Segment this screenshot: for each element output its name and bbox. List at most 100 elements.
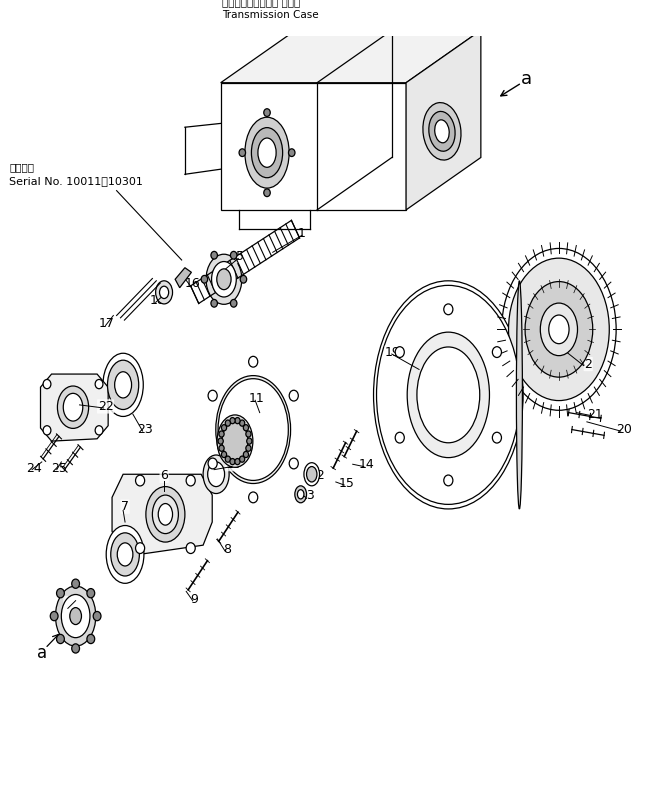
Polygon shape [220,30,481,83]
Ellipse shape [218,379,289,480]
Circle shape [136,543,144,553]
Text: a: a [37,644,47,662]
Ellipse shape [111,533,139,576]
Circle shape [249,492,258,503]
Text: 7: 7 [121,500,129,513]
Circle shape [87,589,94,598]
Circle shape [247,438,252,444]
Ellipse shape [103,353,143,416]
Text: 16: 16 [185,277,201,290]
Circle shape [443,304,453,315]
Ellipse shape [295,486,306,503]
Circle shape [235,417,240,424]
Circle shape [95,379,103,389]
Ellipse shape [423,103,461,160]
Ellipse shape [70,608,81,625]
Circle shape [222,424,226,431]
Ellipse shape [373,281,523,509]
Circle shape [219,431,224,437]
Circle shape [186,475,195,486]
Text: 19: 19 [385,346,401,359]
Circle shape [289,390,298,401]
Circle shape [51,612,58,620]
Text: 21: 21 [587,407,603,420]
Ellipse shape [297,490,304,499]
Text: トランスミッション ケース: トランスミッション ケース [222,0,300,7]
Ellipse shape [208,462,224,487]
Ellipse shape [206,254,242,305]
Ellipse shape [407,332,489,458]
Ellipse shape [258,138,276,168]
Circle shape [230,300,237,307]
Circle shape [246,431,251,437]
Circle shape [235,458,240,465]
Circle shape [230,458,235,465]
Text: 12: 12 [310,469,325,482]
Circle shape [395,347,404,357]
Text: 適用号機: 適用号機 [9,163,34,173]
Text: 4: 4 [64,596,72,609]
Ellipse shape [304,463,319,486]
Ellipse shape [56,586,96,646]
Ellipse shape [541,303,577,356]
Text: 3: 3 [545,323,553,336]
Text: 14: 14 [359,458,375,471]
Circle shape [218,438,223,444]
Ellipse shape [216,376,291,484]
Circle shape [493,433,501,443]
Ellipse shape [502,249,616,411]
Ellipse shape [203,455,229,493]
Ellipse shape [146,487,185,542]
Ellipse shape [108,360,138,410]
Circle shape [87,634,94,644]
Ellipse shape [245,117,289,188]
Text: 5: 5 [236,249,244,262]
Text: 6: 6 [160,469,168,482]
Text: Serial No. 10011～10301: Serial No. 10011～10301 [9,176,143,185]
Ellipse shape [435,120,449,143]
Text: 1: 1 [298,227,306,240]
Polygon shape [41,374,108,441]
Ellipse shape [63,394,83,421]
Circle shape [249,356,258,367]
Ellipse shape [251,128,283,177]
Circle shape [243,451,249,458]
Circle shape [208,458,217,469]
Ellipse shape [508,258,609,401]
Ellipse shape [115,372,132,398]
Circle shape [264,189,270,197]
Ellipse shape [117,543,133,566]
Ellipse shape [216,269,231,290]
Ellipse shape [58,386,89,428]
Circle shape [395,433,404,443]
Ellipse shape [525,282,593,377]
Ellipse shape [212,262,236,297]
Circle shape [72,644,79,653]
Circle shape [225,456,230,463]
Text: 9: 9 [191,593,199,606]
Circle shape [211,300,217,307]
Circle shape [230,417,235,424]
Circle shape [243,424,249,431]
Text: 24: 24 [26,462,42,475]
Circle shape [43,426,51,435]
Circle shape [56,589,64,598]
Circle shape [72,579,79,588]
Text: 25: 25 [51,462,67,475]
Circle shape [246,446,251,451]
Text: 17: 17 [99,317,115,330]
Circle shape [201,275,208,284]
Text: 15: 15 [338,477,354,490]
Text: 18: 18 [150,293,165,306]
Ellipse shape [549,315,569,343]
Circle shape [239,420,245,426]
Ellipse shape [222,422,248,460]
Circle shape [43,379,51,389]
Text: 10: 10 [226,458,241,471]
Ellipse shape [516,281,522,509]
Ellipse shape [159,286,169,299]
Ellipse shape [306,467,317,482]
Circle shape [186,543,195,553]
Ellipse shape [217,415,253,467]
Ellipse shape [155,281,173,304]
